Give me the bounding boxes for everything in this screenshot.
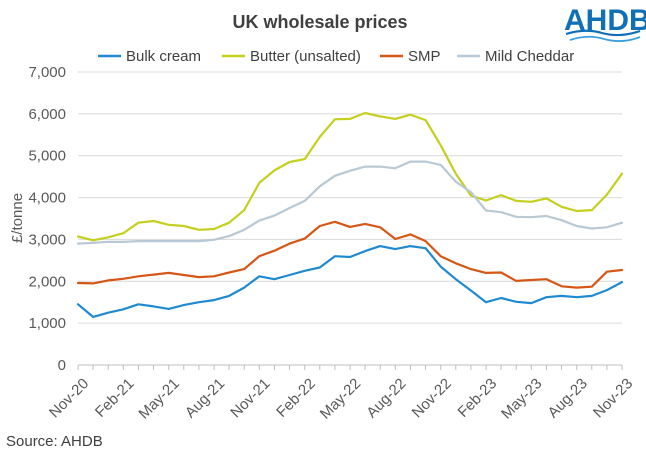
plot-area xyxy=(76,111,624,318)
y-tick-label: 4,000 xyxy=(28,190,66,207)
legend-label-bulk-cream: Bulk cream xyxy=(126,48,201,65)
y-tick-label: 0 xyxy=(58,357,66,374)
y-axis: 0 1,000 2,000 3,000 4,000 5,000 6,000 7,000 xyxy=(28,64,66,374)
x-tick-label: Nov-22 xyxy=(409,375,455,421)
x-tick-label: Aug-21 xyxy=(182,375,228,421)
y-tick-label: 1,000 xyxy=(28,315,66,332)
x-tick-label: Nov-21 xyxy=(227,375,273,421)
y-tick-label: 3,000 xyxy=(28,231,66,248)
legend-label-butter: Butter (unsalted) xyxy=(250,48,361,65)
logo-wave-2 xyxy=(569,35,641,42)
x-tick-label: Feb-23 xyxy=(455,375,501,421)
x-tick-label: May-22 xyxy=(317,375,364,422)
series-line-bulk-cream xyxy=(76,245,624,318)
legend: Bulk cream Butter (unsalted) SMP Mild Ch… xyxy=(98,48,574,65)
chart-title: UK wholesale prices xyxy=(232,12,407,32)
y-tick-label: 5,000 xyxy=(28,148,66,165)
legend-label-mild-cheddar: Mild Cheddar xyxy=(485,48,574,65)
legend-label-smp: SMP xyxy=(408,48,441,65)
x-tick-label: Aug-22 xyxy=(363,375,409,421)
y-tick-label: 6,000 xyxy=(28,106,66,123)
gridlines xyxy=(78,71,622,324)
series-line-smp xyxy=(76,220,624,289)
y-tick-label: 2,000 xyxy=(28,273,66,290)
x-tick-label: May-23 xyxy=(498,375,545,422)
x-tick-label: Aug-23 xyxy=(545,375,591,421)
series-line-mild-cheddar xyxy=(76,160,624,245)
x-tick-label: Feb-22 xyxy=(273,375,319,421)
x-tick-label: Nov-20 xyxy=(46,375,92,421)
source-note: Source: AHDB xyxy=(6,433,103,450)
x-tick-label: Feb-21 xyxy=(92,375,138,421)
y-axis-label: £/tonne xyxy=(9,193,26,243)
y-tick-label: 7,000 xyxy=(28,64,66,81)
series-line-butter-unsalted xyxy=(76,111,624,242)
ahdb-logo: AHDB xyxy=(564,4,646,42)
x-tick-label: Nov-23 xyxy=(590,375,636,421)
x-tick-label: May-21 xyxy=(135,375,182,422)
logo-wave-1 xyxy=(565,29,641,37)
